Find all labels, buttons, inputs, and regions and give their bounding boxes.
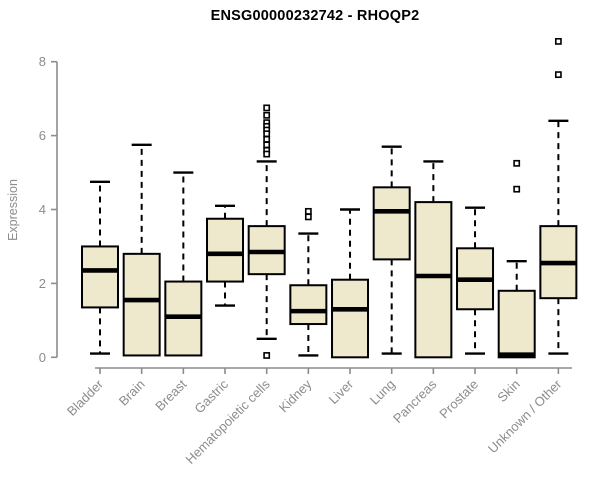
outlier-point <box>513 185 521 193</box>
x-tick-label: Kidney <box>276 376 315 415</box>
outlier-point <box>304 213 312 221</box>
iqr-box <box>206 217 245 283</box>
box-lung <box>372 145 411 355</box>
iqr-box <box>497 289 536 359</box>
box-pancreas <box>414 160 453 359</box>
box-skin <box>497 159 536 359</box>
box-bladder <box>81 180 119 355</box>
y-axis: 0 2 4 6 8 <box>39 54 58 365</box>
x-tick-label: Lung <box>367 377 398 408</box>
x-tick-label: Breast <box>152 376 189 413</box>
y-tick-label: 4 <box>39 202 46 217</box>
outlier-point <box>304 207 312 215</box>
outlier-point <box>263 104 271 112</box>
x-tick-label: Bladder <box>64 376 107 419</box>
outlier-point <box>554 71 562 79</box>
outlier-point <box>513 159 521 167</box>
outlier-point <box>554 37 562 45</box>
y-tick-label: 0 <box>39 350 46 365</box>
y-tick-label: 8 <box>39 54 46 69</box>
outlier-point <box>263 352 271 359</box>
outlier-point <box>263 130 271 138</box>
box-gastric <box>206 204 245 307</box>
box-hematopoietic-cells <box>247 104 286 359</box>
iqr-box <box>122 252 161 357</box>
box-breast <box>164 171 203 357</box>
box-kidney <box>289 207 328 357</box>
iqr-box <box>414 201 453 359</box>
iqr-box <box>81 245 119 309</box>
box-prostate <box>456 206 495 355</box>
x-tick-label: Gastric <box>191 376 231 416</box>
chart-title: ENSG00000232742 - RHOQP2 <box>210 8 420 24</box>
iqr-box <box>331 278 370 359</box>
outlier-point <box>263 141 271 149</box>
x-tick-label: Prostate <box>436 377 481 422</box>
box-unknown-other <box>539 37 578 355</box>
outlier-point <box>263 111 271 119</box>
x-tick-label: Unknown / Other <box>485 376 565 456</box>
box-brain <box>122 143 161 357</box>
x-tick-label: Pancreas <box>390 376 440 426</box>
x-tick-label: Skin <box>494 377 522 405</box>
y-tick-label: 6 <box>39 128 46 143</box>
box-liver <box>331 208 370 359</box>
iqr-box <box>372 186 411 261</box>
x-tick-label: Liver <box>326 376 357 407</box>
iqr-box <box>289 284 328 326</box>
y-tick-label: 2 <box>39 276 46 291</box>
outlier-point <box>263 150 271 158</box>
outlier-point <box>263 135 271 143</box>
x-tick-label: Brain <box>116 377 148 409</box>
